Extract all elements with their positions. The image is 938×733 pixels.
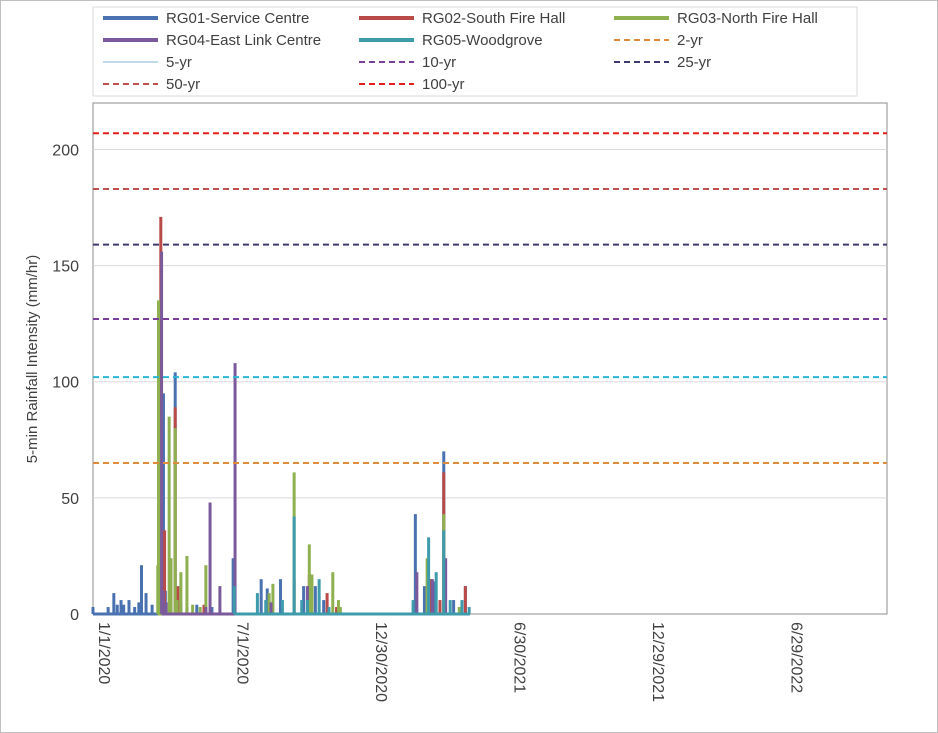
legend-label: RG03-North Fire Hall [677, 10, 818, 27]
x-tick-label: 1/1/2020 [95, 622, 112, 684]
legend-label: 50-yr [166, 76, 200, 93]
legend-label: 5-yr [166, 54, 192, 71]
y-tick-label: 150 [52, 259, 79, 276]
series-5 [232, 516, 471, 616]
x-axis: 1/1/2020 7/1/2020 12/30/2020 6/30/2021 12/29… [95, 622, 805, 702]
plot-border [92, 102, 888, 615]
y-tick-label: 100 [52, 375, 79, 392]
series-2 [159, 216, 467, 616]
legend-label: 2-yr [677, 32, 703, 49]
legend-label: 10-yr [422, 54, 456, 71]
legend-label: RG01-Service Centre [166, 10, 309, 27]
x-tick-label: 6/30/2021 [511, 622, 528, 693]
legend-label: 100-yr [422, 76, 465, 93]
legend-label: RG02-South Fire Hall [422, 10, 565, 27]
y-axis-title: 5-min Rainfall Intensity (mm/hr) [24, 255, 41, 463]
y-tick-label: 0 [70, 607, 79, 624]
x-tick-label: 6/29/2022 [788, 622, 805, 693]
legend-label: RG04-East Link Centre [166, 32, 321, 49]
x-tick-label: 7/1/2020 [234, 622, 251, 684]
series-3 [156, 300, 461, 616]
legend-box [92, 6, 858, 97]
x-tick-label: 12/29/2021 [649, 622, 666, 702]
series-4 [160, 251, 448, 616]
chart-legend: RG01-Service Centre RG02-South Fire Hall R… [92, 6, 858, 97]
y-tick-label: 50 [61, 491, 79, 508]
series-1 [91, 372, 467, 616]
plot-area [91, 102, 888, 616]
y-tick-label: 200 [52, 142, 79, 159]
y-axis: 0 50 100 150 200 [52, 142, 79, 624]
legend-label: RG05-Woodgrove [422, 32, 543, 49]
x-tick-label: 12/30/2020 [372, 622, 389, 702]
legend-label: 25-yr [677, 54, 711, 71]
